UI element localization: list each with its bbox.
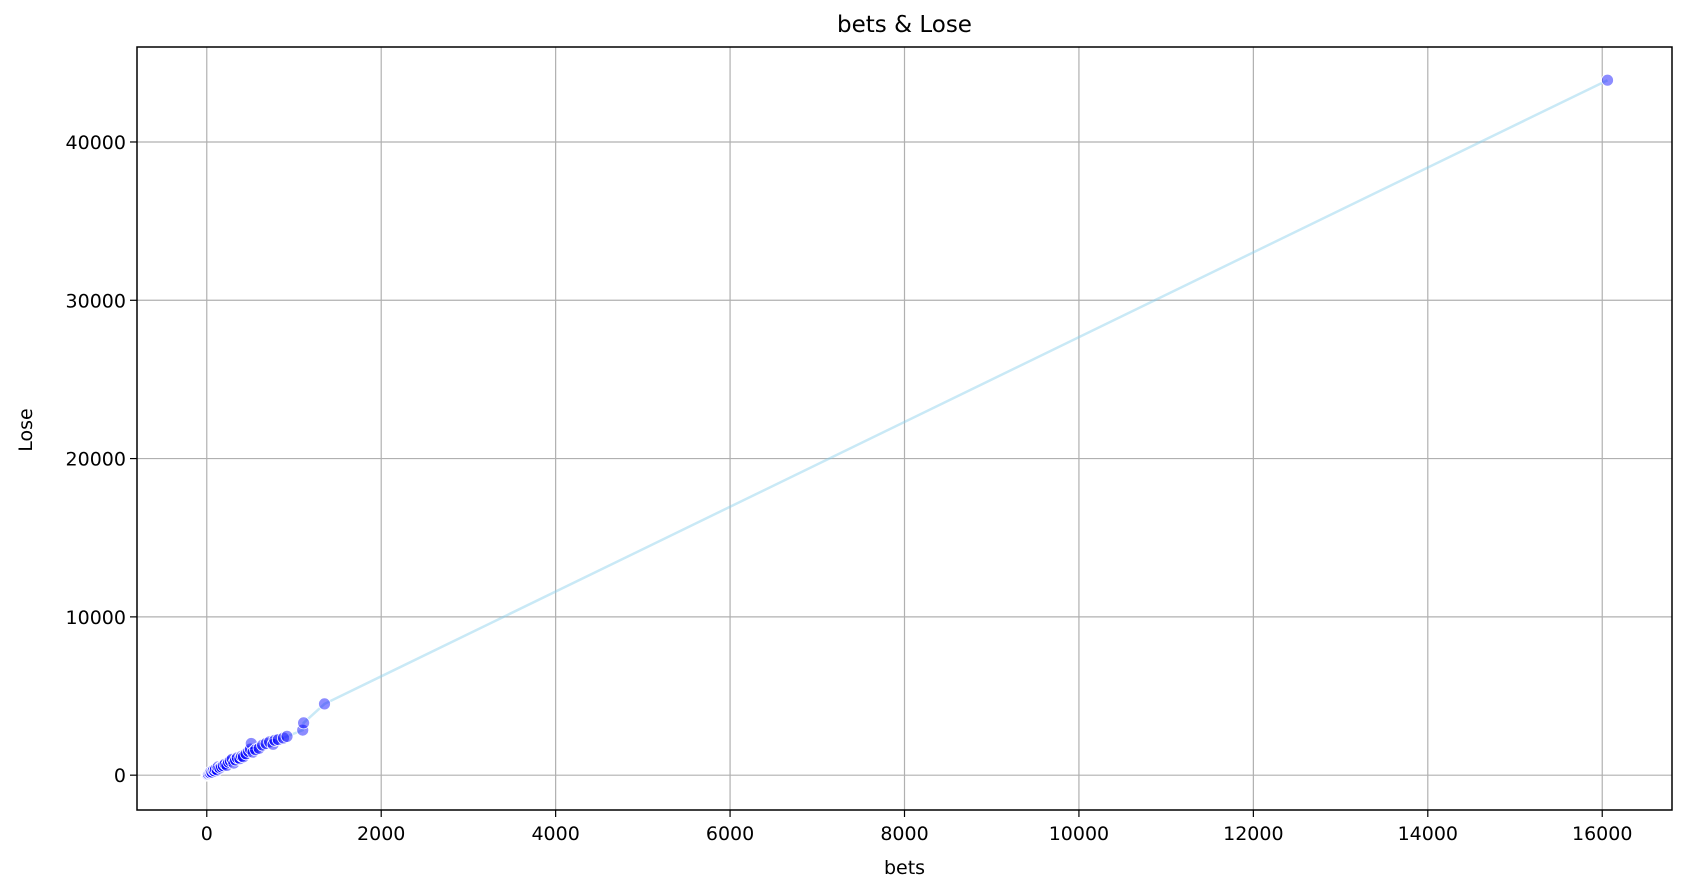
y-tick-label: 30000 [66,290,126,312]
x-tick-label: 10000 [1049,823,1109,845]
x-tick-label: 6000 [706,823,754,845]
data-points [200,73,1614,782]
data-point [223,754,237,768]
data-point [1601,73,1614,87]
x-tick-label: 16000 [1572,823,1632,845]
x-tick-label: 4000 [531,823,579,845]
x-tick-label: 2000 [357,823,405,845]
grid [137,47,1672,810]
y-tick-label: 20000 [66,449,126,471]
y-tick-label: 10000 [66,607,126,629]
y-tick-label: 40000 [66,132,126,154]
y-axis-title: Lose [15,408,37,451]
y-tick-label: 0 [114,765,126,787]
y-axis-ticks: 0 10000 20000 30000 40000 [66,132,137,787]
x-tick-label: 8000 [880,823,928,845]
x-axis-ticks: 0 2000 4000 6000 8000 10000 12000 14000 16000 [201,810,1632,845]
data-point [297,716,311,730]
chart-title: bets & Lose [837,12,972,38]
data-point [280,730,294,743]
x-tick-label: 14000 [1398,823,1458,845]
x-tick-label: 12000 [1223,823,1283,845]
data-point [318,697,331,711]
x-axis-title: bets [884,857,925,879]
x-tick-label: 0 [201,823,213,845]
